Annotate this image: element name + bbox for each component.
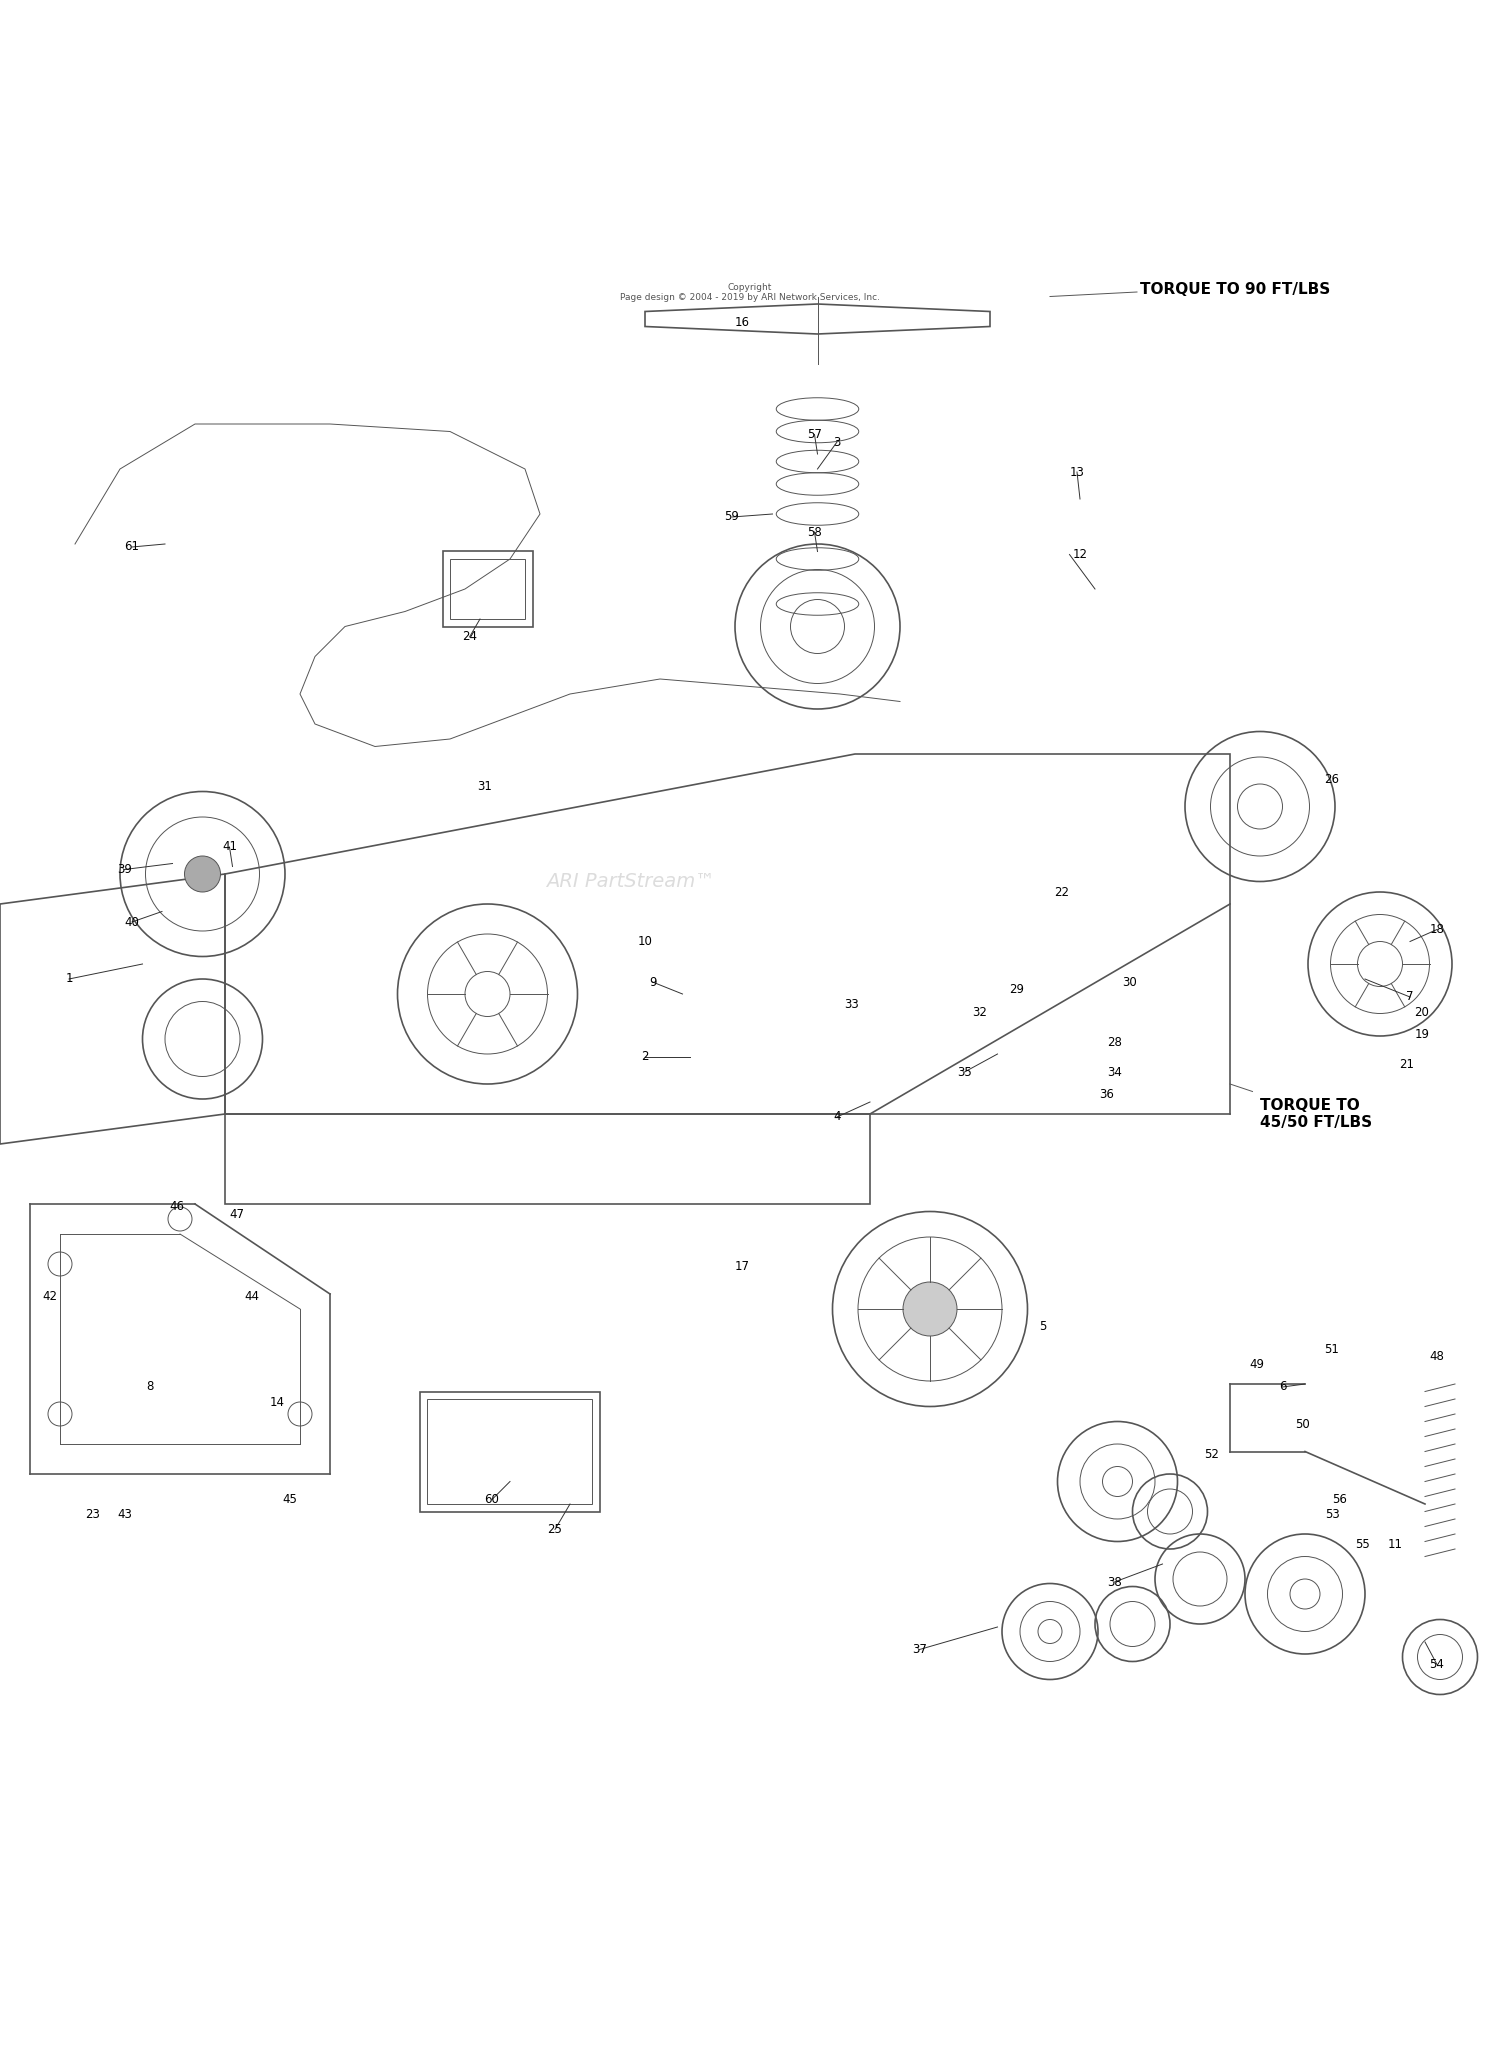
Text: 44: 44 <box>244 1290 260 1303</box>
Text: 38: 38 <box>1107 1575 1122 1589</box>
Text: TORQUE TO 90 FT/LBS: TORQUE TO 90 FT/LBS <box>1140 281 1330 297</box>
Text: 31: 31 <box>477 780 492 793</box>
Text: 41: 41 <box>222 840 237 854</box>
Bar <box>450 559 525 618</box>
Text: 28: 28 <box>1107 1036 1122 1049</box>
Text: 39: 39 <box>117 862 132 877</box>
Text: 7: 7 <box>1407 991 1413 1004</box>
Text: Copyright
Page design © 2004 - 2019 by ARI Network Services, Inc.: Copyright Page design © 2004 - 2019 by A… <box>620 283 880 303</box>
Text: 52: 52 <box>1204 1448 1219 1460</box>
Text: 20: 20 <box>1414 1006 1430 1018</box>
Text: 30: 30 <box>1122 975 1137 989</box>
Text: 25: 25 <box>548 1524 562 1536</box>
Text: 35: 35 <box>957 1065 972 1079</box>
Text: 51: 51 <box>1324 1343 1340 1356</box>
Text: 13: 13 <box>1070 465 1084 479</box>
Text: 10: 10 <box>638 936 652 948</box>
Text: 18: 18 <box>1430 924 1444 936</box>
Text: 3: 3 <box>834 436 840 449</box>
Text: 24: 24 <box>462 631 477 643</box>
Text: 29: 29 <box>1010 983 1025 995</box>
Text: 58: 58 <box>807 526 822 539</box>
Bar <box>442 551 532 627</box>
Text: 1: 1 <box>66 973 72 985</box>
Text: 12: 12 <box>1072 549 1088 561</box>
Text: 53: 53 <box>1324 1507 1340 1522</box>
Text: 60: 60 <box>484 1493 500 1505</box>
Text: 46: 46 <box>170 1200 184 1214</box>
Text: 23: 23 <box>86 1507 100 1522</box>
Text: 34: 34 <box>1107 1065 1122 1079</box>
Text: 4: 4 <box>834 1110 842 1124</box>
Text: 11: 11 <box>1388 1538 1402 1550</box>
Text: 6: 6 <box>1278 1380 1286 1393</box>
Text: 17: 17 <box>735 1260 750 1274</box>
Text: 40: 40 <box>124 915 140 928</box>
Text: 43: 43 <box>117 1507 132 1522</box>
Text: 45: 45 <box>282 1493 297 1505</box>
Text: 26: 26 <box>1324 772 1340 786</box>
Text: 48: 48 <box>1430 1350 1444 1364</box>
Circle shape <box>184 856 220 893</box>
Text: 54: 54 <box>1430 1659 1444 1671</box>
Text: 33: 33 <box>844 997 859 1012</box>
Text: 37: 37 <box>912 1642 927 1657</box>
Text: 49: 49 <box>1250 1358 1264 1370</box>
Text: 9: 9 <box>648 975 657 989</box>
Text: 32: 32 <box>972 1006 987 1018</box>
Text: 16: 16 <box>735 315 750 328</box>
Text: 50: 50 <box>1294 1417 1310 1432</box>
Text: 14: 14 <box>270 1395 285 1409</box>
Text: 61: 61 <box>124 541 140 553</box>
Text: 55: 55 <box>1354 1538 1370 1550</box>
Text: 36: 36 <box>1100 1087 1114 1102</box>
Text: 2: 2 <box>642 1051 648 1063</box>
Bar <box>420 1391 600 1511</box>
Text: ARI PartStream™: ARI PartStream™ <box>546 872 714 891</box>
Text: 19: 19 <box>1414 1028 1430 1040</box>
Text: 57: 57 <box>807 428 822 440</box>
Text: 47: 47 <box>230 1208 244 1221</box>
Text: 56: 56 <box>1332 1493 1347 1505</box>
Text: 22: 22 <box>1054 885 1070 899</box>
Circle shape <box>903 1282 957 1335</box>
Text: 42: 42 <box>42 1290 57 1303</box>
Text: 21: 21 <box>1400 1059 1414 1071</box>
Text: TORQUE TO
45/50 FT/LBS: TORQUE TO 45/50 FT/LBS <box>1260 1098 1372 1130</box>
Text: 8: 8 <box>147 1380 153 1393</box>
Bar <box>427 1399 592 1503</box>
Text: 5: 5 <box>1040 1321 1046 1333</box>
Text: 59: 59 <box>724 510 740 524</box>
